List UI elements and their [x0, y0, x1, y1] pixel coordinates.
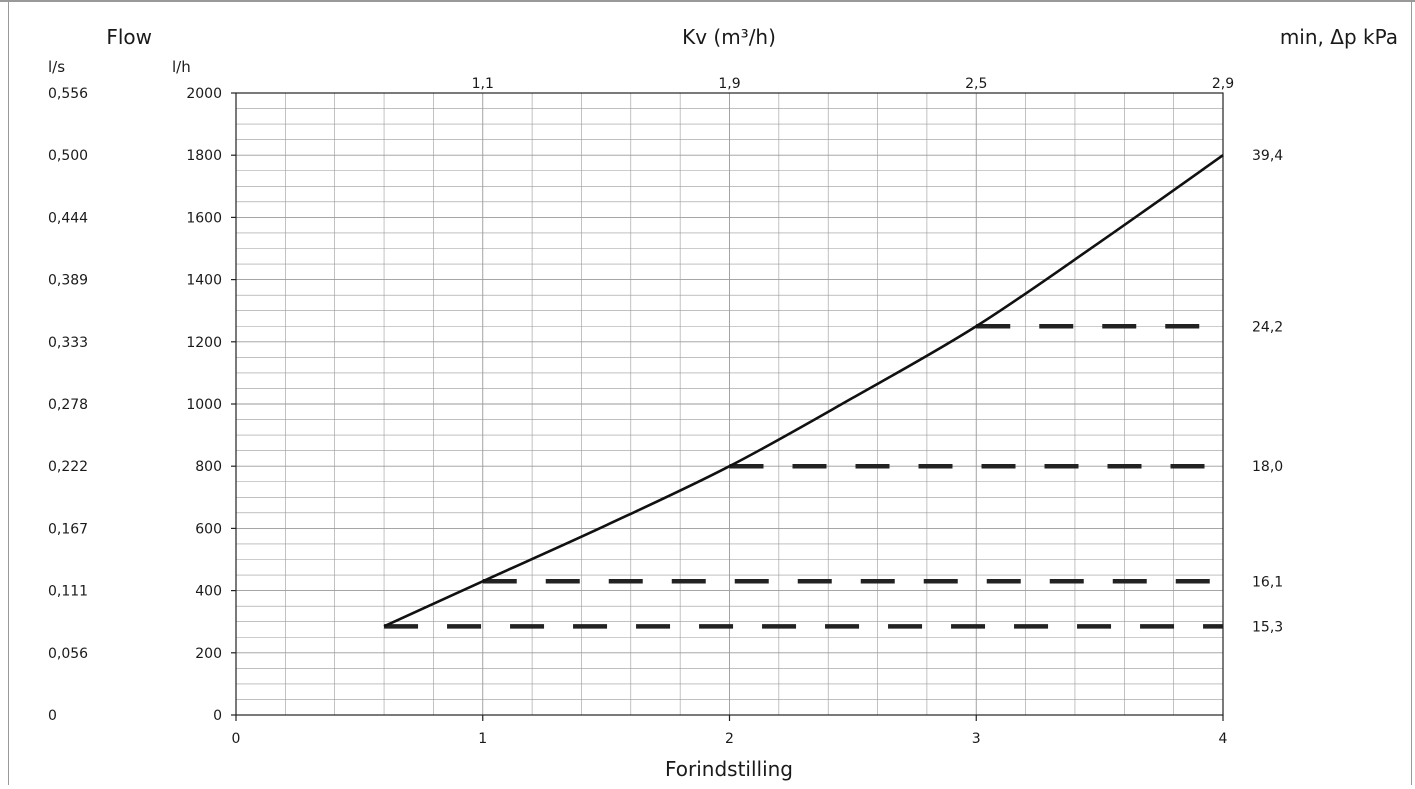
unit-lh: l/h — [172, 58, 191, 76]
y-tick-label: 400 — [195, 584, 222, 600]
x-axis-label: Forindstilling — [665, 757, 793, 781]
y-tick-label: 2000 — [186, 86, 222, 102]
ls-tick-label: 0,333 — [48, 335, 88, 351]
ls-tick-label: 0 — [48, 708, 57, 724]
ls-tick-label: 0,389 — [48, 273, 88, 289]
kv-tick-label: 2,9 — [1212, 76, 1234, 92]
x-tick-label: 0 — [232, 731, 241, 747]
ls-tick-label: 0,556 — [48, 86, 88, 102]
y-tick-label: 1400 — [186, 273, 222, 289]
ls-tick-label: 0,500 — [48, 148, 88, 164]
ls-tick-label: 0,111 — [48, 584, 88, 600]
y-tick-label: 1200 — [186, 335, 222, 351]
x-tick-label: 3 — [972, 731, 981, 747]
kv-tick-label: 2,5 — [965, 76, 987, 92]
reference-lines — [384, 324, 1223, 629]
x-tick-label: 2 — [725, 731, 734, 747]
y-tick-label: 200 — [195, 646, 222, 662]
kv-tick-label: 1,1 — [472, 76, 494, 92]
x-tick-label: 4 — [1219, 731, 1228, 747]
y-tick-label: 800 — [195, 459, 222, 475]
kv-tick-label: 1,9 — [718, 76, 740, 92]
y-tick-label: 1600 — [186, 210, 222, 226]
ls-tick-label: 0,222 — [48, 459, 88, 475]
dp-label: 15,3 — [1252, 619, 1283, 635]
unit-ls: l/s — [48, 58, 65, 76]
x-tick-label: 1 — [478, 731, 487, 747]
y-tick-label: 0 — [213, 708, 222, 724]
ls-tick-label: 0,278 — [48, 397, 88, 413]
y-tick-label: 600 — [195, 521, 222, 537]
ls-tick-label: 0,444 — [48, 210, 88, 226]
right-border — [1411, 0, 1412, 785]
grid — [235, 92, 1224, 716]
ls-tick-label: 0,056 — [48, 646, 88, 662]
left-title: Flow — [106, 25, 152, 49]
dp-label: 18,0 — [1252, 459, 1283, 475]
flow-curve — [383, 154, 1224, 628]
ls-tick-label: 0,167 — [48, 521, 88, 537]
top-axis-title: Kv (m³/h) — [682, 25, 776, 49]
dp-label: 16,1 — [1252, 574, 1283, 590]
flow-curve-group — [383, 154, 1224, 628]
y-tick-label: 1000 — [186, 397, 222, 413]
y-tick-label: 1800 — [186, 148, 222, 164]
dp-label: 39,4 — [1252, 148, 1283, 164]
tick-labels: 0 1 2 3 4002000,0564000,1116000,1678000,2221… — [48, 76, 1283, 747]
left-border — [8, 0, 9, 785]
dp-label: 24,2 — [1252, 319, 1283, 335]
axes — [231, 92, 1224, 721]
right-title: min, Δp kPa — [1280, 25, 1398, 49]
top-border — [0, 0, 1415, 2]
